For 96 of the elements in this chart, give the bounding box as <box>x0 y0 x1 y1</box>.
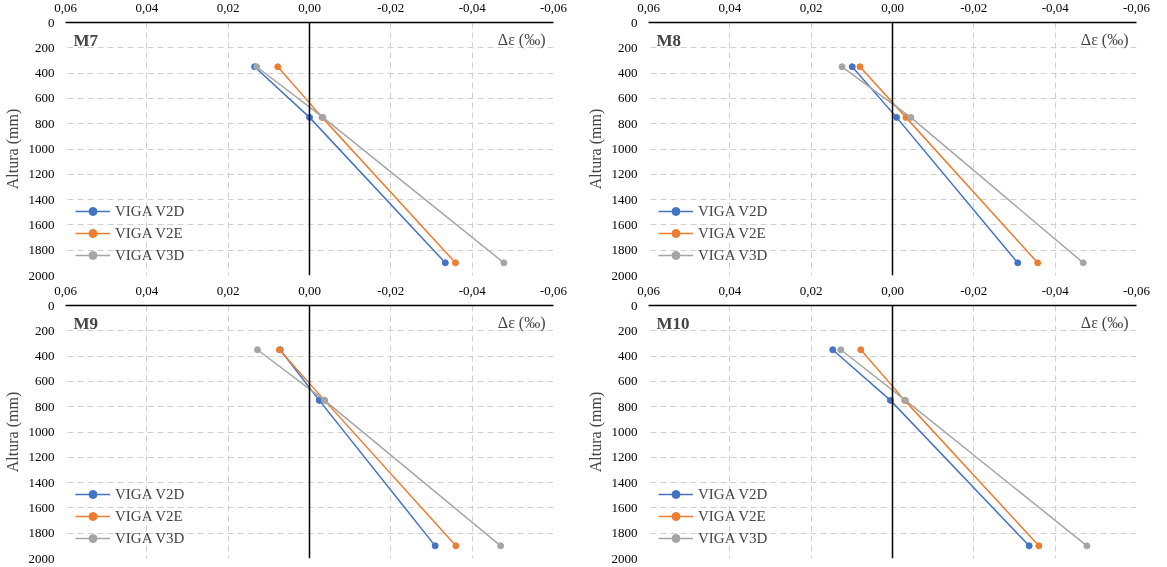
y-tick-label: 600 <box>35 373 55 389</box>
y-tick-label: 1800 <box>611 242 638 258</box>
legend-label: VIGA V2E <box>698 224 766 242</box>
y-tick-label: 1400 <box>611 191 638 207</box>
x-tick-label: 0,06 <box>54 282 78 298</box>
y-tick-label: 600 <box>618 90 638 106</box>
y-tick-label: 1400 <box>28 474 55 490</box>
x-axis-title: Δε (‰) <box>1080 313 1129 332</box>
y-tick-label: 2000 <box>611 267 638 283</box>
y-tick-label: 1200 <box>28 449 55 465</box>
y-tick-label: 2000 <box>611 550 638 566</box>
x-tick-label: 0,04 <box>135 0 159 15</box>
x-axis-title: Δε (‰) <box>497 30 546 49</box>
legend-label: VIGA V2E <box>115 224 183 242</box>
y-tick-label: 1800 <box>28 242 55 258</box>
y-tick-label: 0 <box>631 297 638 313</box>
y-tick-label: 1000 <box>611 141 638 156</box>
x-tick-label: -0,04 <box>458 0 487 15</box>
y-tick-label: 200 <box>618 39 638 55</box>
x-tick-label: -0,04 <box>1041 282 1070 298</box>
y-tick-label: 800 <box>35 115 55 131</box>
legend-label: VIGA V2D <box>698 202 768 220</box>
x-tick-label: -0,02 <box>960 0 988 15</box>
y-tick-label: 2000 <box>28 550 55 566</box>
y-tick-label: 2000 <box>28 267 55 283</box>
x-tick-label: 0,04 <box>718 282 742 298</box>
x-tick-label: -0,02 <box>377 0 405 15</box>
y-tick-label: 1200 <box>28 166 55 182</box>
y-tick-label: 200 <box>35 322 55 338</box>
text: M10 <box>656 313 690 333</box>
x-tick-label: 0,06 <box>637 282 661 298</box>
x-tick-label: -0,04 <box>1041 0 1070 15</box>
legend-label: VIGA V2D <box>115 485 185 503</box>
legend-label: VIGA V2E <box>115 507 183 525</box>
legend-label: VIGA V2E <box>698 507 766 525</box>
y-tick-label: 1200 <box>611 166 638 182</box>
y-tick-label: 1000 <box>28 424 55 439</box>
y-tick-label: 600 <box>35 90 55 106</box>
y-tick-label: 800 <box>35 398 55 414</box>
y-tick-label: 1800 <box>611 525 638 541</box>
y-axis-title: Altura (mm) <box>3 391 22 473</box>
x-tick-label: 0,06 <box>637 0 661 15</box>
x-tick-label: -0,02 <box>960 282 988 298</box>
y-tick-label: 1600 <box>611 216 638 232</box>
y-tick-label: 1400 <box>611 474 638 490</box>
x-tick-label: 0,06 <box>54 0 78 15</box>
x-tick-label: 0,04 <box>135 282 159 298</box>
y-tick-label: 1000 <box>28 141 55 156</box>
x-tick-label: 0,02 <box>216 0 240 15</box>
y-tick-label: 1600 <box>611 499 638 515</box>
y-tick-label: 1400 <box>28 191 55 207</box>
legend-label: VIGA V3D <box>115 246 185 264</box>
x-tick-label: 0,00 <box>298 0 321 15</box>
legend-label: VIGA V2D <box>115 202 185 220</box>
x-tick-label: -0,06 <box>1122 282 1151 298</box>
text: M7 <box>73 30 99 50</box>
y-tick-label: 0 <box>48 14 55 30</box>
y-tick-label: 1600 <box>28 499 55 515</box>
x-tick-label: -0,06 <box>539 0 568 15</box>
legend-label: VIGA V3D <box>115 529 185 547</box>
legend-label: VIGA V3D <box>698 529 768 547</box>
y-axis-title: Altura (mm) <box>586 108 605 190</box>
x-tick-label: -0,06 <box>1122 0 1151 15</box>
y-tick-label: 800 <box>618 115 638 131</box>
x-axis-title: Δε (‰) <box>497 313 546 332</box>
y-tick-label: 0 <box>48 297 55 313</box>
x-tick-label: 0,04 <box>718 0 742 15</box>
y-tick-label: 1000 <box>611 424 638 439</box>
x-tick-label: -0,02 <box>377 282 405 298</box>
y-tick-label: 200 <box>618 322 638 338</box>
y-axis-title: Altura (mm) <box>3 108 22 190</box>
x-tick-label: 0,02 <box>216 282 240 298</box>
y-tick-label: 400 <box>618 348 638 364</box>
y-tick-label: 400 <box>35 348 55 364</box>
y-tick-label: 1600 <box>28 216 55 232</box>
x-tick-label: 0,02 <box>799 282 823 298</box>
y-tick-label: 800 <box>618 398 638 414</box>
x-tick-label: -0,06 <box>539 282 568 298</box>
x-tick-label: 0,00 <box>881 282 904 298</box>
y-tick-label: 600 <box>618 373 638 389</box>
y-tick-label: 400 <box>618 65 638 81</box>
text: M8 <box>656 30 682 50</box>
y-axis-title: Altura (mm) <box>586 391 605 473</box>
y-tick-label: 200 <box>35 39 55 55</box>
x-tick-label: 0,00 <box>298 282 321 298</box>
x-tick-label: 0,02 <box>799 0 823 15</box>
legend-label: VIGA V2D <box>698 485 768 503</box>
x-axis-title: Δε (‰) <box>1080 30 1129 49</box>
legend-label: VIGA V3D <box>698 246 768 264</box>
y-tick-label: 0 <box>631 14 638 30</box>
y-tick-label: 400 <box>35 65 55 81</box>
y-tick-label: 1800 <box>28 525 55 541</box>
text: M9 <box>73 313 99 333</box>
x-tick-label: -0,04 <box>458 282 487 298</box>
x-tick-label: 0,00 <box>881 0 904 15</box>
y-tick-label: 1200 <box>611 449 638 465</box>
